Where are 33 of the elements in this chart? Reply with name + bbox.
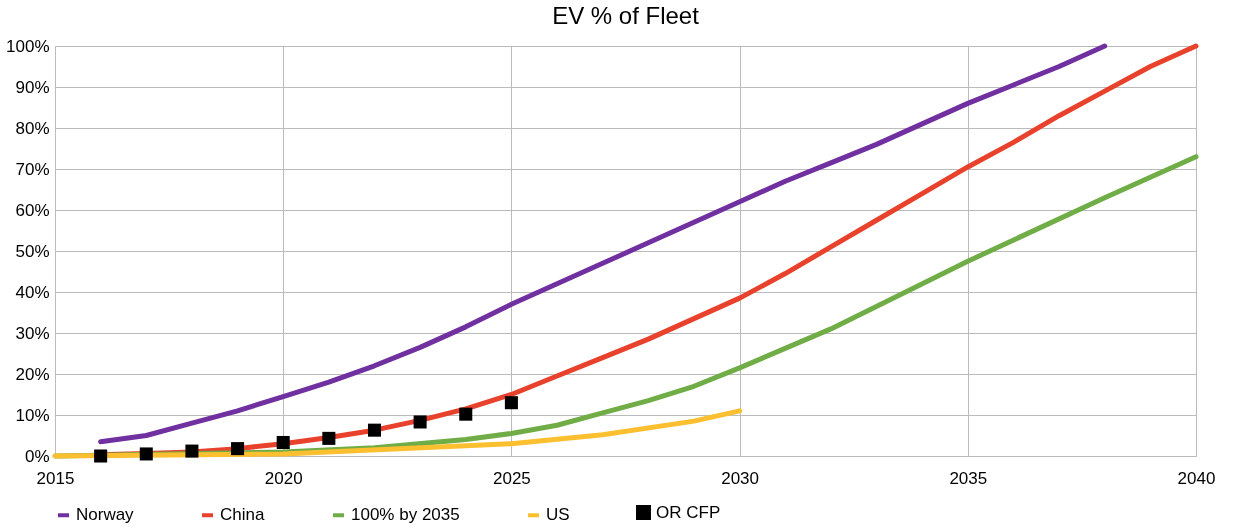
legend-label: China: [220, 505, 265, 525]
y-tick-label: 0%: [24, 446, 50, 466]
y-tick-label: 30%: [15, 323, 50, 343]
y-tick-label: 50%: [15, 241, 50, 261]
legend-label: US: [546, 505, 570, 525]
y-tick-label: 80%: [15, 118, 50, 138]
legend-label: 100% by 2035: [351, 505, 460, 525]
y-tick-label: 90%: [15, 77, 50, 97]
x-tick-label: 2030: [721, 468, 760, 488]
x-tick-label: 2040: [1177, 468, 1216, 488]
point: [504, 396, 518, 410]
x-tick-label: 2025: [492, 468, 531, 488]
y-tick-label: 100%: [6, 36, 50, 56]
y-tick-label: 40%: [15, 282, 50, 302]
y-tick-label: 70%: [15, 159, 50, 179]
chart-title: EV % of Fleet: [552, 2, 700, 29]
point: [231, 442, 245, 456]
y-tick-label: 10%: [15, 405, 50, 425]
x-tick-label: 2015: [36, 468, 75, 488]
point: [185, 444, 199, 458]
y-tick-label: 20%: [15, 364, 50, 384]
point: [322, 431, 336, 445]
y-tick-label: 60%: [15, 200, 50, 220]
point: [139, 447, 153, 461]
x-tick-label: 2035: [949, 468, 988, 488]
x-tick-label: 2020: [264, 468, 303, 488]
point: [276, 435, 290, 449]
point: [459, 407, 473, 421]
point: [413, 415, 427, 429]
legend-label: Norway: [76, 505, 135, 525]
legend-label: OR CFP: [656, 502, 721, 522]
point: [367, 423, 381, 437]
point: [94, 449, 108, 463]
